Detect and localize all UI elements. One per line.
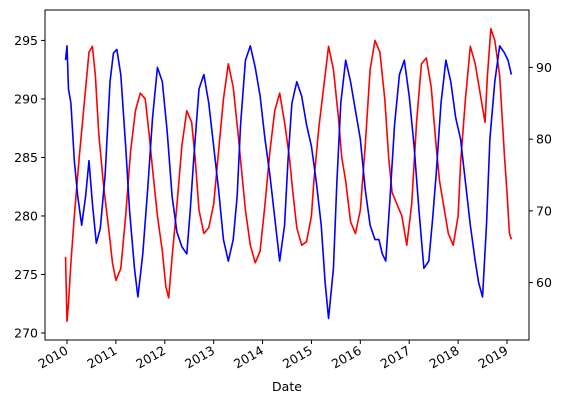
left-axis-series-line	[64, 27, 513, 323]
left-y-tick-label: 290	[14, 91, 38, 106]
left-y-tick-label: 275	[14, 267, 38, 282]
right-y-tick-label: 80	[536, 132, 552, 147]
x-axis-label: Date	[272, 379, 302, 394]
right-y-tick-label: 70	[536, 203, 552, 218]
right-y-tick-label: 60	[536, 275, 552, 290]
right-y-tick-label: 90	[536, 60, 552, 75]
plot-area-frame	[44, 9, 530, 341]
series-layer	[64, 27, 513, 323]
left-y-tick-label: 285	[14, 150, 38, 165]
right-axis-series-line	[64, 45, 513, 320]
left-y-tick-label: 270	[14, 325, 38, 340]
left-y-tick-label: 295	[14, 33, 38, 48]
left-y-tick-label: 280	[14, 208, 38, 223]
